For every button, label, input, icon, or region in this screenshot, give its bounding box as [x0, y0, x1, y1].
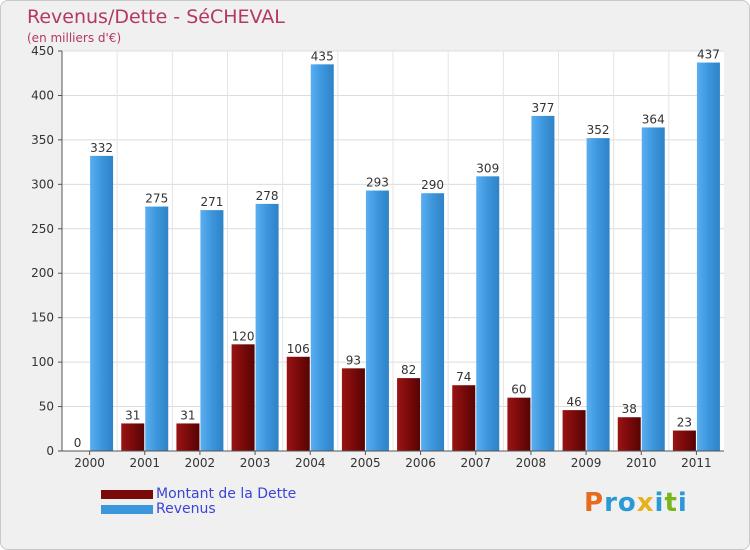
- data-label-revenus: 275: [145, 192, 168, 206]
- data-label-dette: 82: [401, 363, 416, 377]
- x-tick-label: 2000: [74, 456, 105, 470]
- data-label-revenus: 352: [587, 123, 610, 137]
- data-label-revenus: 377: [531, 101, 554, 115]
- bar-revenus: [696, 62, 720, 452]
- bar-dette: [231, 344, 255, 451]
- y-tick-label: 50: [39, 400, 54, 414]
- data-label-dette: 60: [511, 383, 526, 397]
- bar-dette: [121, 423, 145, 451]
- data-label-revenus: 309: [476, 161, 499, 175]
- y-tick-label: 250: [31, 222, 54, 236]
- x-tick-label: 2010: [626, 456, 657, 470]
- bar-revenus: [200, 210, 224, 451]
- data-label-dette: 38: [622, 402, 637, 416]
- x-tick-label: 2002: [185, 456, 216, 470]
- bar-revenus: [365, 190, 389, 452]
- y-tick-label: 300: [31, 177, 54, 191]
- data-label-dette: 46: [566, 395, 581, 409]
- y-tick-label: 0: [46, 444, 54, 458]
- data-label-revenus: 364: [642, 112, 665, 126]
- bar-dette: [397, 378, 421, 451]
- data-label-dette: 31: [125, 408, 140, 422]
- bar-dette: [286, 356, 310, 451]
- y-tick-label: 400: [31, 88, 54, 102]
- data-label-dette: 23: [677, 416, 692, 430]
- x-tick-label: 2008: [516, 456, 547, 470]
- data-label-dette: 120: [232, 329, 255, 343]
- data-label-revenus: 271: [200, 195, 223, 209]
- bar-dette: [672, 430, 696, 451]
- proxiti-logo: Proxiti: [584, 488, 688, 518]
- logo-letter: o: [617, 488, 637, 518]
- x-tick-label: 2003: [240, 456, 271, 470]
- bar-dette: [176, 423, 200, 451]
- bar-revenus: [476, 176, 500, 452]
- bar-dette: [617, 417, 641, 451]
- data-label-revenus: 437: [697, 48, 720, 62]
- logo-letter: t: [664, 488, 678, 518]
- bar-revenus: [586, 138, 610, 451]
- bar-dette: [507, 397, 531, 451]
- y-tick-label: 450: [31, 44, 54, 58]
- y-tick-label: 350: [31, 133, 54, 147]
- y-tick-label: 150: [31, 311, 54, 325]
- bar-revenus: [145, 206, 169, 451]
- data-label-revenus: 332: [90, 141, 113, 155]
- data-label-dette: 0: [74, 436, 82, 450]
- x-tick-label: 2006: [405, 456, 436, 470]
- data-label-dette: 93: [346, 353, 361, 367]
- bar-revenus: [90, 155, 114, 451]
- x-tick-label: 2009: [571, 456, 602, 470]
- chart-title: Revenus/Dette - SéCHEVAL: [27, 6, 285, 28]
- bar-dette: [562, 410, 586, 451]
- bar-dette: [452, 385, 476, 451]
- legend-swatch-revenus: [101, 505, 153, 514]
- data-label-dette: 31: [180, 408, 195, 422]
- legend-label-revenus: Revenus: [156, 501, 216, 517]
- data-label-revenus: 278: [256, 189, 279, 203]
- bar-dette: [341, 368, 365, 451]
- x-tick-label: 2004: [295, 456, 326, 470]
- data-label-revenus: 290: [421, 178, 444, 192]
- logo-letter: r: [604, 488, 618, 518]
- legend-label-dette: Montant de la Dette: [156, 486, 297, 502]
- data-label-revenus: 435: [311, 49, 334, 63]
- x-tick-label: 2011: [681, 456, 712, 470]
- logo-letter: x: [636, 488, 655, 518]
- x-tick-label: 2007: [460, 456, 491, 470]
- x-tick-label: 2001: [129, 456, 160, 470]
- logo-letter: P: [584, 488, 605, 518]
- bar-revenus: [255, 203, 279, 451]
- bar-revenus: [310, 64, 334, 452]
- x-tick-label: 2005: [350, 456, 381, 470]
- data-label-dette: 74: [456, 370, 471, 384]
- bar-revenus: [531, 115, 555, 451]
- bar-revenus: [641, 127, 665, 451]
- logo-letter: i: [654, 488, 665, 518]
- y-tick-label: 200: [31, 266, 54, 280]
- logo-letter: i: [677, 488, 688, 518]
- y-tick-label: 100: [31, 355, 54, 369]
- data-label-revenus: 293: [366, 176, 389, 190]
- bar-revenus: [421, 193, 445, 451]
- chart-subtitle: (en milliers d'€): [27, 31, 122, 45]
- data-label-dette: 106: [287, 342, 310, 356]
- legend-swatch-dette: [101, 490, 153, 499]
